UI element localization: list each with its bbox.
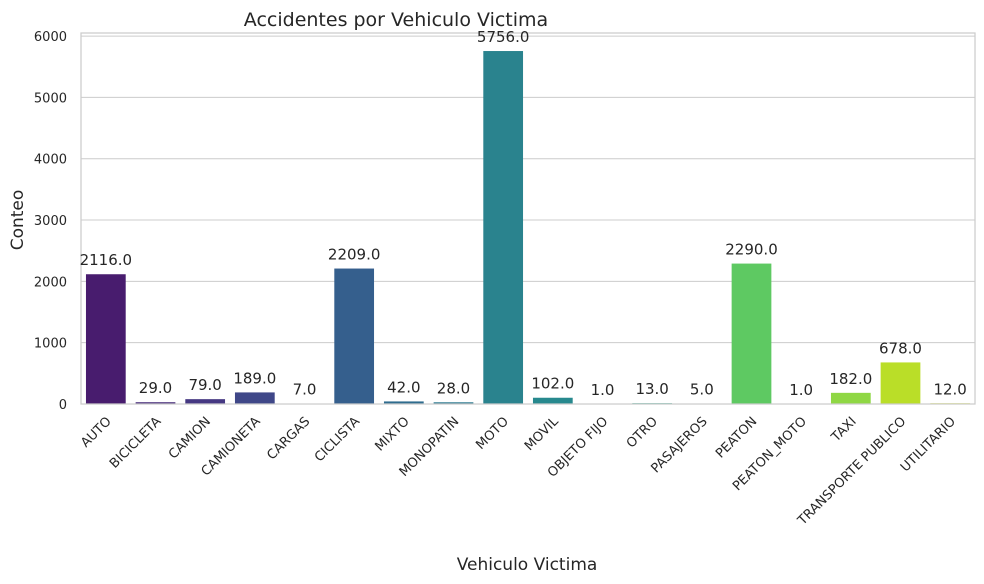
bar-value-label: 5.0	[690, 381, 714, 399]
bar	[383, 401, 424, 404]
y-tick-label: 4000	[34, 153, 67, 168]
bar-value-label: 7.0	[293, 381, 317, 399]
bars	[85, 51, 971, 405]
bar-value-label: 189.0	[233, 369, 276, 387]
bar-value-label: 28.0	[437, 379, 470, 397]
bar	[532, 397, 573, 404]
bar	[483, 51, 524, 405]
bar	[234, 392, 275, 404]
x-tick-label: AUTO	[78, 414, 114, 450]
bar	[433, 402, 474, 404]
y-axis-label: Conteo	[8, 190, 28, 251]
bar-value-label: 5756.0	[477, 28, 530, 46]
bar	[185, 399, 226, 404]
x-tick-label: CARGAS	[264, 414, 313, 463]
data-labels: 2116.0 29.0 79.0 189.0 7.0 2209.0 42.0 28.0 5756…	[80, 28, 967, 399]
bar-value-label: 42.0	[387, 378, 420, 396]
bar	[830, 392, 871, 404]
bar-value-label: 678.0	[879, 339, 922, 357]
bar-value-label: 12.0	[933, 380, 966, 398]
x-tick-label: PEATON	[713, 414, 760, 461]
bar	[731, 263, 772, 404]
y-tick-label: 2000	[34, 275, 67, 290]
y-tick-label: 6000	[34, 30, 67, 45]
chart-title: Accidentes por Vehiculo Victima	[244, 9, 548, 31]
x-tick-label: OTRO	[624, 414, 661, 451]
bar-value-label: 79.0	[188, 376, 221, 394]
y-tick-label: 1000	[34, 337, 67, 352]
bar-value-label: 13.0	[635, 380, 668, 398]
x-tick-label: TAXI	[828, 414, 860, 446]
bar	[334, 268, 375, 404]
bar-value-label: 1.0	[789, 381, 813, 399]
x-tick-label: MIXTO	[372, 414, 412, 454]
bar-value-label: 2209.0	[328, 246, 381, 264]
x-tick-label: BICICLETA	[107, 414, 164, 471]
y-tick-label: 0	[59, 398, 67, 413]
bar-value-label: 102.0	[531, 375, 574, 393]
gridlines	[81, 35, 975, 405]
x-tick-label: MOTO	[473, 414, 512, 453]
y-axis-ticks: 0 1000 2000 3000 4000 5000 6000	[34, 30, 67, 413]
bar-value-label: 29.0	[139, 379, 172, 397]
bar	[135, 402, 176, 404]
bar	[880, 362, 921, 404]
bar-value-label: 2116.0	[80, 251, 133, 269]
x-axis-label: Vehiculo Victima	[457, 555, 598, 575]
bar-value-label: 182.0	[829, 370, 872, 388]
y-tick-label: 3000	[34, 214, 67, 229]
bar-value-label: 1.0	[591, 381, 615, 399]
plot-frame	[80, 32, 976, 405]
x-tick-label: MOVIL	[522, 414, 562, 454]
x-tick-label: CICLISTA	[312, 414, 363, 465]
bar	[85, 274, 126, 404]
bar-value-label: 2290.0	[725, 241, 778, 259]
x-tick-label: CAMION	[166, 414, 214, 462]
y-tick-label: 5000	[34, 91, 67, 106]
